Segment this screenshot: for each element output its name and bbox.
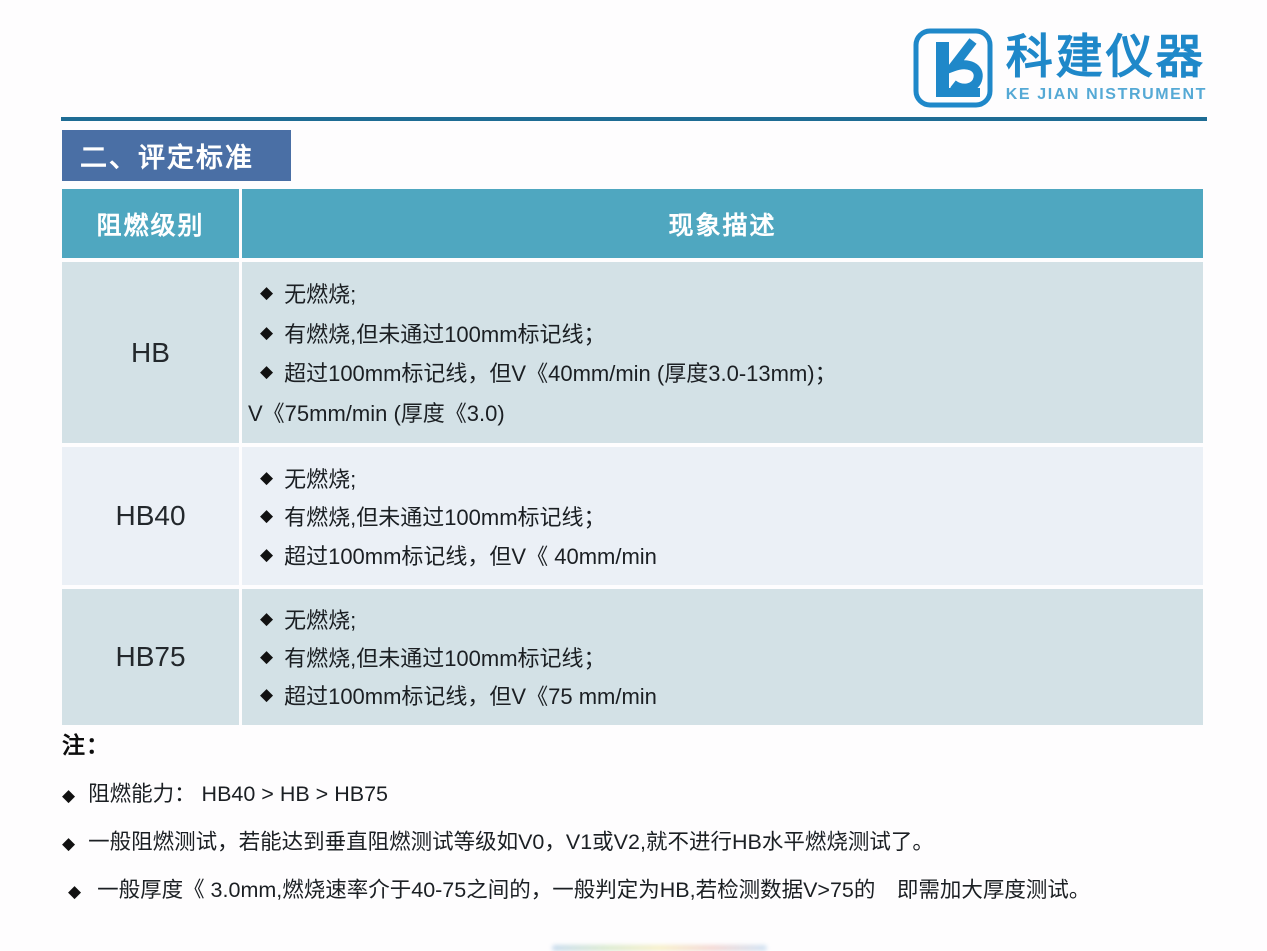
diamond-bullet-icon: ◆: [260, 685, 274, 704]
brand-logo: 科建仪器 KE JIAN NISTRUMENT: [912, 28, 1207, 108]
header-divider: [61, 117, 1207, 121]
criterion-text: 超过100mm标记线，但V《75 mm/min: [284, 684, 657, 709]
ls-monogram-icon: [913, 28, 993, 108]
row-level-label: HB: [62, 262, 242, 443]
diamond-bullet-icon: ◆: [260, 362, 274, 382]
criterion-line: ◆ 无燃烧;: [246, 277, 1191, 309]
brand-name-en: KE JIAN NISTRUMENT: [1005, 85, 1207, 103]
column-header-description: 现象描述: [668, 211, 777, 240]
criterion-line: ◆ 无燃烧;: [246, 603, 1191, 635]
row-description-cell: ◆ 无燃烧; ◆ 有燃烧,但未通过100mm标记线； ◆ 超过100mm标记线，…: [242, 589, 1203, 725]
notes-title: 注：: [62, 732, 110, 758]
section-title: 二、评定标准: [62, 130, 291, 181]
note-item: ◆ 一般厚度《 3.0mm,燃烧速率介于40-75之间的，一般判定为HB,若检测…: [62, 873, 1258, 904]
row-level-label: HB40: [62, 447, 242, 585]
note-text: 一般阻燃测试，若能达到垂直阻燃测试等级如V0，V1或V2,就不进行HB水平燃烧测…: [88, 830, 934, 854]
column-header-level: 阻燃级别: [62, 189, 242, 258]
criterion-line: ◆ 有燃烧,但未通过100mm标记线；: [246, 641, 1191, 673]
criterion-text: 无燃烧;: [284, 466, 357, 492]
diamond-bullet-icon: ◆: [68, 882, 82, 901]
table-header-row: 阻燃级别 现象描述: [62, 189, 1203, 258]
diamond-bullet-icon: ◆: [62, 786, 76, 805]
notes-section: 注： ◆ 阻燃能力： HB40 > HB > HB75 ◆ 一般阻燃测试，若能达…: [62, 726, 1258, 904]
note-item: ◆ 一般阻燃测试，若能达到垂直阻燃测试等级如V0，V1或V2,就不进行HB水平燃…: [62, 825, 1258, 856]
criterion-line: ◆ 无燃烧;: [246, 462, 1191, 494]
diamond-bullet-icon: ◆: [260, 322, 274, 342]
standards-table: 阻燃级别 现象描述 HB ◆ 无燃烧; ◆ 有燃烧,但未通过100mm标记线； …: [62, 189, 1203, 725]
table-row-hb40: HB40 ◆ 无燃烧; ◆ 有燃烧,但未通过100mm标记线； ◆ 超过100m…: [62, 447, 1203, 585]
diamond-bullet-icon: ◆: [260, 544, 274, 564]
diamond-bullet-icon: ◆: [260, 609, 274, 628]
note-item: ◆ 阻燃能力： HB40 > HB > HB75: [62, 777, 1258, 808]
criterion-line: ◆ 超过100mm标记线，但V《 40mm/min: [246, 539, 1191, 571]
criterion-text: 超过100mm标记线，但V《 40mm/min: [284, 543, 657, 569]
criterion-line: V《75mm/min (厚度《3.0): [246, 396, 1191, 428]
diamond-bullet-icon: ◆: [260, 506, 274, 525]
brand-name-cn: 科建仪器: [1005, 30, 1206, 84]
criterion-line: ◆ 有燃烧,但未通过100mm标记线；: [246, 500, 1191, 532]
criterion-line: ◆ 有燃烧,但未通过100mm标记线；: [246, 317, 1191, 349]
row-description-cell: ◆ 无燃烧; ◆ 有燃烧,但未通过100mm标记线； ◆ 超过100mm标记线，…: [242, 262, 1203, 443]
note-text: 一般厚度《 3.0mm,燃烧速率介于40-75之间的，一般判定为HB,若检测数据…: [97, 878, 1091, 902]
diamond-bullet-icon: ◆: [260, 467, 274, 487]
table-row-hb: HB ◆ 无燃烧; ◆ 有燃烧,但未通过100mm标记线； ◆ 超过100mm标…: [62, 262, 1203, 443]
criterion-text: 有燃烧,但未通过100mm标记线；: [284, 321, 606, 347]
criterion-text: 超过100mm标记线，但V《40mm/min (厚度3.0-13mm)；: [284, 361, 837, 387]
row-level-label: HB75: [62, 589, 242, 725]
criterion-line: ◆ 超过100mm标记线，但V《40mm/min (厚度3.0-13mm)；: [246, 356, 1191, 388]
table-row-hb75: HB75 ◆ 无燃烧; ◆ 有燃烧,但未通过100mm标记线； ◆ 超过100m…: [62, 589, 1203, 725]
row-description-cell: ◆ 无燃烧; ◆ 有燃烧,但未通过100mm标记线； ◆ 超过100mm标记线，…: [242, 447, 1203, 585]
diamond-bullet-icon: ◆: [260, 283, 274, 303]
criterion-line: ◆ 超过100mm标记线，但V《75 mm/min: [246, 679, 1191, 711]
criterion-text: 有燃烧,但未通过100mm标记线；: [284, 505, 606, 530]
criterion-text: 无燃烧;: [284, 608, 357, 633]
diamond-bullet-icon: ◆: [260, 647, 274, 666]
cropped-watermark: [552, 945, 767, 951]
diamond-bullet-icon: ◆: [62, 834, 76, 853]
criterion-text: V《75mm/min (厚度《3.0): [248, 400, 505, 426]
note-text: 阻燃能力： HB40 > HB > HB75: [88, 782, 388, 806]
criterion-text: 有燃烧,但未通过100mm标记线；: [284, 646, 606, 671]
criterion-text: 无燃烧;: [284, 282, 357, 308]
